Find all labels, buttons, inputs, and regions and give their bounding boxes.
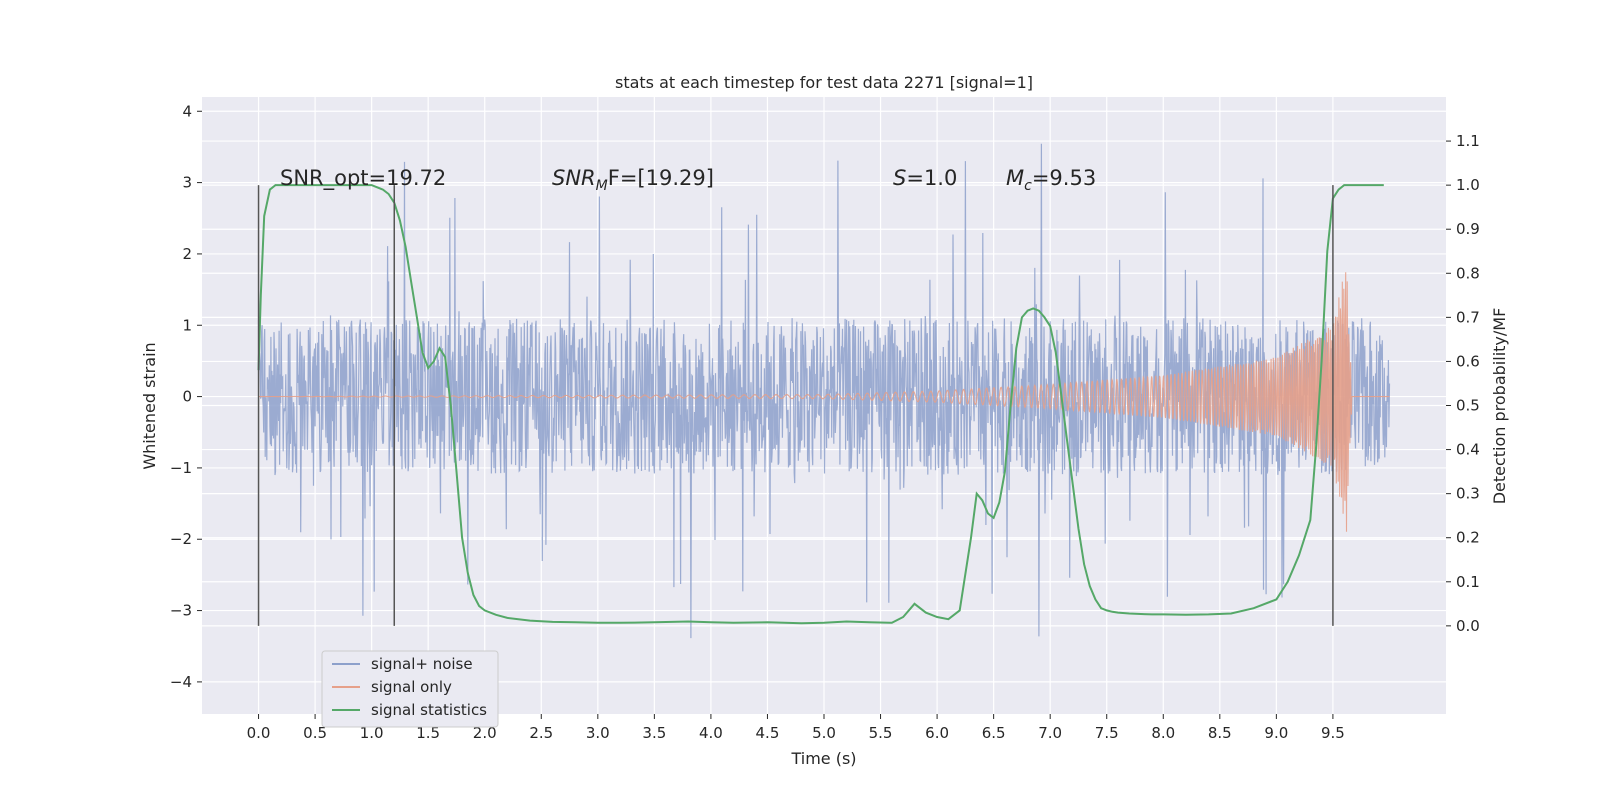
y-right-tick-label: 0.8	[1456, 264, 1480, 282]
annotation-mc-rest: =9.53	[1032, 166, 1096, 190]
legend-label-signal-noise: signal+ noise	[371, 655, 473, 673]
x-tick-label: 1.0	[360, 724, 384, 742]
y-tick-label: 0	[182, 388, 192, 406]
y-right-tick-label: 0.4	[1456, 441, 1480, 459]
legend-label-signal-statistics: signal statistics	[371, 701, 487, 719]
x-tick-label: 1.5	[416, 724, 440, 742]
legend-label-signal-only: signal only	[371, 678, 452, 696]
y-tick-label: 3	[182, 174, 192, 192]
legend-box	[321, 650, 499, 728]
y-right-tick-label: 0.1	[1456, 573, 1480, 591]
annotation-mc-sub: c	[1024, 178, 1032, 194]
x-tick-label: 3.0	[586, 724, 610, 742]
annotation-snr-mf-sub: M	[596, 178, 608, 194]
annotation-s-rest: =1.0	[906, 166, 957, 190]
x-tick-label: 4.0	[699, 724, 723, 742]
annotation-snr-mf-main: SNR	[552, 166, 596, 190]
y-right-tick-label: 0.9	[1456, 220, 1480, 238]
y-axis-label-right: Detection probability/MF	[1490, 308, 1509, 505]
y-ticks-left: 4 3 2 1 0 −1 −2 −3 −4	[170, 102, 202, 691]
x-tick-label: 5.5	[869, 724, 893, 742]
x-tick-label: 6.5	[982, 724, 1006, 742]
x-tick-label: 3.5	[642, 724, 666, 742]
x-tick-label: 8.0	[1151, 724, 1175, 742]
y-axis-label: Whitened strain	[140, 342, 159, 469]
x-tick-label: 0.5	[303, 724, 327, 742]
x-tick-label: 0.0	[247, 724, 271, 742]
series-signal-statistics-line	[257, 184, 1384, 625]
y-tick-label: 1	[182, 316, 192, 334]
y-ticks-right: 1.1 1.0 0.9 0.8 0.7 0.6 0.5 0.4 0.3 0.2 0.1 0.0	[1446, 132, 1480, 635]
x-axis-label: Time (s)	[790, 749, 856, 768]
annotation-snr-mf-rest: F=[19.29]	[608, 166, 714, 190]
annotation-s: S=1.0	[893, 166, 957, 190]
x-ticks: 0.0 0.5 1.0 1.5 2.0 2.5 3.0 3.5 4.0 4.5 5.0 5.5 6.0 6…	[247, 714, 1345, 742]
y-tick-label: −1	[170, 459, 192, 477]
y-right-tick-label: 1.0	[1456, 176, 1480, 194]
x-tick-label: 4.5	[756, 724, 780, 742]
y-tick-label: −3	[170, 602, 192, 620]
x-tick-label: 9.5	[1321, 724, 1345, 742]
annotation-mc: Mc=9.53	[1006, 166, 1096, 194]
chart-title: stats at each timestep for test data 227…	[615, 73, 1033, 92]
y-right-tick-label: 0.0	[1456, 617, 1480, 635]
y-right-tick-label: 0.7	[1456, 308, 1480, 326]
annotation-mc-main: M	[1006, 166, 1024, 190]
annotation-snr-opt: SNR_opt=19.72	[280, 166, 446, 191]
y-right-tick-label: 0.5	[1456, 397, 1480, 415]
x-tick-label: 7.0	[1038, 724, 1062, 742]
x-tick-label: 2.5	[529, 724, 553, 742]
y-right-tick-label: 0.3	[1456, 485, 1480, 503]
x-tick-label: 6.0	[925, 724, 949, 742]
y-right-tick-label: 0.2	[1456, 529, 1480, 547]
y-tick-label: −4	[170, 673, 192, 691]
y-right-tick-label: 0.6	[1456, 352, 1480, 370]
annotation-s-main: S	[893, 166, 906, 190]
x-tick-label: 2.0	[473, 724, 497, 742]
y-right-tick-label: 1.1	[1456, 132, 1480, 150]
y-tick-label: −2	[170, 530, 192, 548]
series-layer	[257, 143, 1391, 639]
y-tick-label: 4	[182, 102, 192, 120]
y-tick-label: 2	[182, 245, 192, 263]
x-tick-label: 8.5	[1208, 724, 1232, 742]
x-tick-label: 5.0	[812, 724, 836, 742]
series-signal-only-line	[258, 272, 1390, 532]
x-tick-label: 7.5	[1095, 724, 1119, 742]
vertical-markers	[257, 185, 1334, 626]
x-tick-label: 9.0	[1264, 724, 1288, 742]
legend: signal+ noise signal only signal statist…	[321, 650, 499, 728]
annotation-snr-mf: SNRMF=[19.29]	[552, 166, 714, 194]
